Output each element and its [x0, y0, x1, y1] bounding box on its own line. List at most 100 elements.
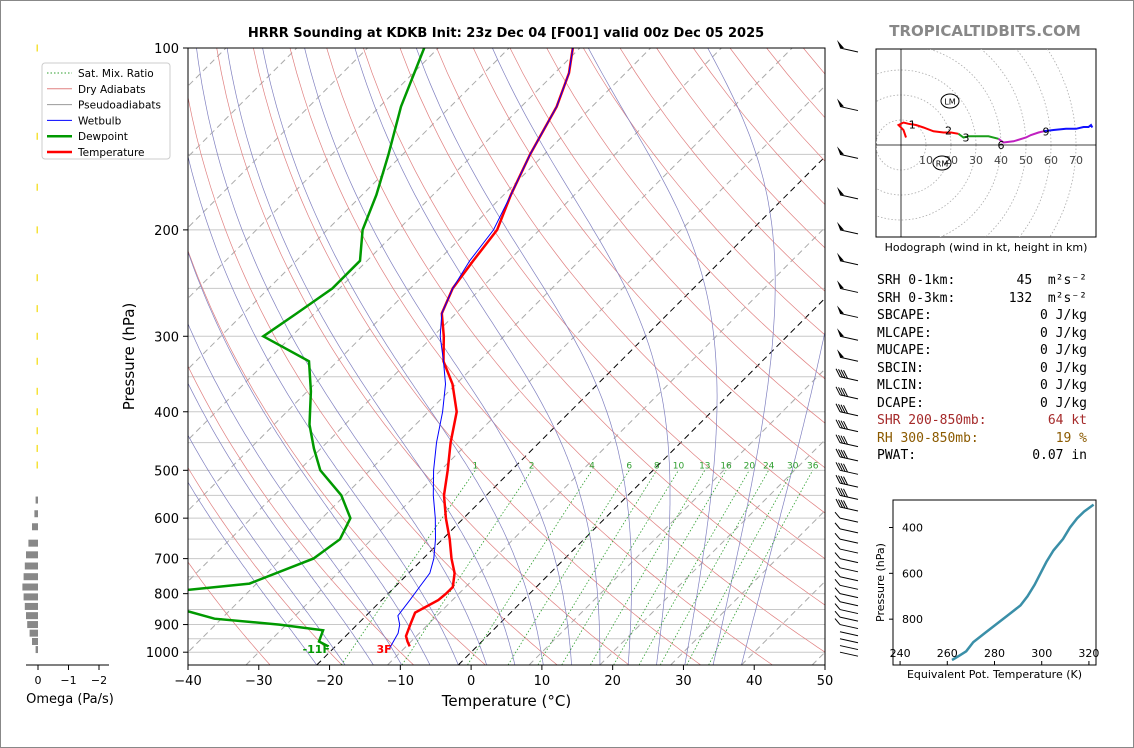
hodo-segment: [1043, 123, 1094, 133]
wind-barb: [837, 328, 859, 341]
mix-ratio-label: 2: [529, 461, 535, 471]
wind-barb: [834, 587, 859, 599]
skewt-axes: 1 2 4 6 8 10 13 16 20 24 30 36−40 −30 −20 −10 0 10 20 30 40…: [120, 42, 833, 710]
index-label: SHR 200-850mb:: [877, 413, 987, 428]
omega-bar: [36, 305, 38, 313]
index-row: DCAPE: 0 J/kg: [877, 396, 1097, 413]
index-label: DCAPE:: [877, 395, 924, 411]
wind-barb: [837, 98, 859, 112]
omega-bar: [26, 612, 38, 620]
hodo-height-label: 3: [963, 132, 970, 145]
index-label: SBCAPE:: [877, 308, 932, 323]
index-value: 0 J/kg: [1040, 360, 1087, 376]
hodo-height-label: 1: [909, 119, 916, 132]
hodo-segment: [957, 132, 999, 140]
index-value: 0 J/kg: [1040, 325, 1087, 341]
x-tick-label: 40: [746, 674, 763, 689]
hodo-ring-label: 10: [919, 154, 933, 167]
theta-y-tick-label: 600: [902, 567, 923, 580]
wind-barb: [837, 252, 859, 266]
hodo-lm-marker: LM: [944, 98, 955, 107]
skewt-background-lines: [188, 48, 825, 665]
index-row: PWAT: 0.07 in: [877, 448, 1097, 465]
theta-x-tick-label: 300: [1031, 647, 1052, 660]
omega-bar: [36, 427, 38, 435]
index-value: 19 %: [1055, 430, 1087, 446]
hodo-segment: [896, 121, 959, 138]
surface-temp-label: 3F: [376, 643, 391, 656]
index-value: 45 m²s⁻²: [1016, 273, 1087, 288]
wind-barb: [834, 570, 859, 582]
omega-bar: [35, 646, 38, 654]
p-tick-label: 700: [154, 553, 179, 568]
omega-bar: [26, 551, 38, 559]
wind-barb: [835, 368, 859, 382]
omega-tick-label: −2: [91, 674, 107, 687]
index-label: MLCIN:: [877, 378, 924, 393]
index-value: 0 J/kg: [1040, 378, 1087, 393]
omega-axis-label: Omega (Pa/s): [26, 692, 114, 707]
theta-x-axis-label: Equivalent Pot. Temperature (K): [907, 668, 1082, 681]
wind-barbs: [834, 40, 859, 657]
wind-barb: [834, 618, 859, 630]
wind-barb: [834, 552, 859, 564]
hodo-ring-label: 50: [1019, 154, 1033, 167]
omega-bar: [36, 461, 38, 469]
omega-bar: [24, 602, 38, 610]
y-axis-label: Pressure (hPa): [120, 303, 138, 411]
mix-ratio-label: 20: [744, 461, 756, 471]
theta-y-tick-label: 800: [902, 613, 923, 626]
wind-barb: [835, 498, 859, 512]
p-tick-label: 1000: [146, 646, 179, 661]
omega-bar: [24, 562, 38, 570]
wind-barb: [835, 403, 859, 417]
legend-entry: Temperature: [77, 147, 145, 159]
omega-panel: 0 −1 −2 Omega (Pa/s): [22, 44, 114, 707]
p-tick-label: 300: [154, 330, 179, 345]
wind-barb: [835, 434, 859, 448]
theta-x-tick-label: 260: [937, 647, 958, 660]
wind-barb: [834, 595, 859, 607]
index-value: 0.07 in: [1032, 448, 1087, 463]
omega-bar: [36, 408, 38, 416]
mix-ratio-label: 1: [473, 461, 479, 471]
theta-y-axis-label: Pressure (hPa): [874, 543, 887, 622]
omega-bar: [36, 183, 38, 191]
index-row: SRH 0-3km: 132 m²s⁻²: [877, 291, 1097, 308]
omega-bar: [36, 226, 38, 234]
index-label: SRH 0-1km:: [877, 273, 956, 288]
index-row: SHR 200-850mb: 64 kt: [877, 413, 1097, 430]
skewt-plot-frame: [187, 47, 826, 666]
theta-e-panel: 240 260 280 300 320 400 600 800 Equivalent Pot. …: [874, 499, 1099, 681]
index-label: MLCAPE:: [877, 325, 932, 341]
index-row: SBCAPE: 0 J/kg: [877, 308, 1097, 325]
index-row: RH 300-850mb: 19 %: [877, 431, 1097, 448]
theta-e-line: [951, 503, 1095, 662]
hodo-ring-label: 70: [1069, 154, 1083, 167]
x-tick-label: 50: [817, 674, 834, 689]
theta-y-tick-label: 400: [902, 522, 923, 535]
brand-logo-text: TROPICALTIDBITS.COM: [889, 22, 1081, 40]
legend-entry: Dewpoint: [78, 131, 128, 143]
wind-barb: [837, 146, 859, 159]
omega-tick-label: 0: [35, 674, 42, 687]
series-wetbulb-line: [388, 48, 574, 650]
omega-bar: [35, 496, 38, 504]
index-label: MUCAPE:: [877, 343, 932, 358]
omega-bar: [32, 523, 38, 531]
wind-barb: [837, 221, 859, 235]
theta-x-tick-label: 240: [890, 647, 911, 660]
omega-bar: [36, 444, 38, 452]
hodo-ring-label: 40: [994, 154, 1008, 167]
mix-ratio-label: 4: [589, 461, 595, 471]
wind-barb: [834, 578, 859, 590]
hodo-height-label: 6: [998, 139, 1005, 152]
series-temperature-line: [404, 48, 575, 647]
wind-barb: [837, 186, 859, 200]
theta-x-tick-label: 320: [1078, 647, 1099, 660]
p-tick-label: 900: [154, 619, 179, 634]
mix-ratio-label: 24: [763, 461, 775, 471]
wind-barb: [834, 511, 859, 523]
p-tick-label: 500: [154, 464, 179, 479]
omega-bar: [36, 44, 38, 52]
